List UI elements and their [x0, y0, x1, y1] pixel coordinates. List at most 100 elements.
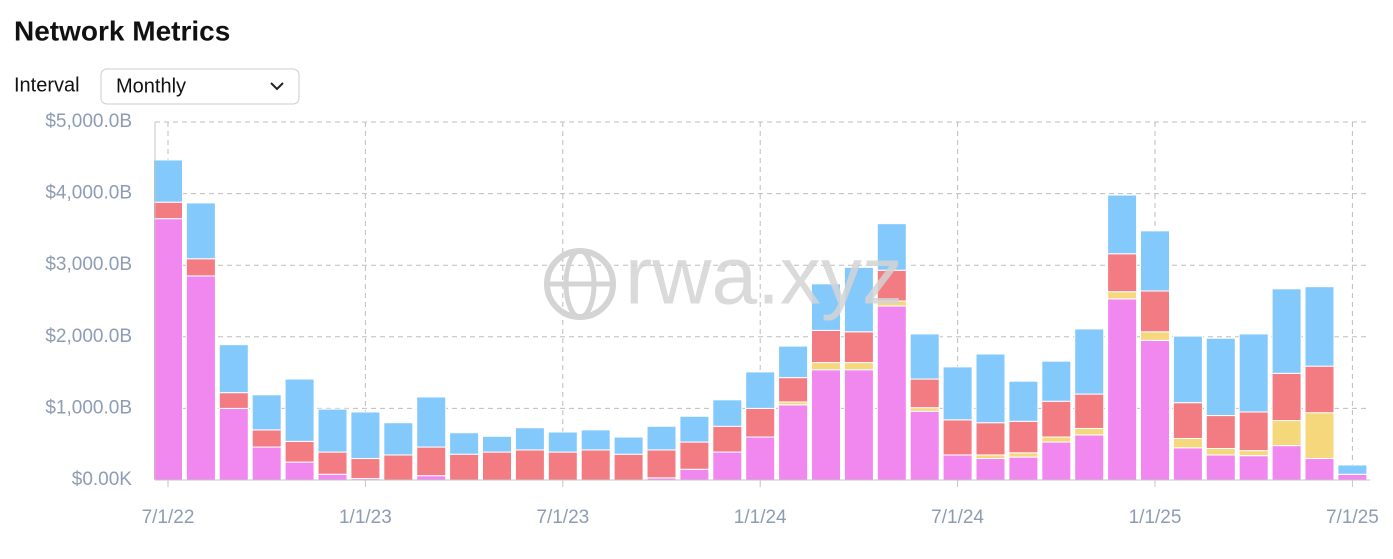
- bar-segment: [843, 266, 874, 333]
- bar-segment: [284, 378, 315, 442]
- bar-segment: [1172, 335, 1203, 404]
- bar-segment: [1041, 360, 1072, 402]
- bar-segment: [482, 451, 512, 481]
- x-tick-label: 1/1/25: [1129, 507, 1182, 528]
- bar-segment: [811, 362, 841, 371]
- bar-segment: [153, 159, 183, 203]
- select-box[interactable]: [100, 68, 300, 105]
- bar-segment: [350, 411, 381, 460]
- bar-segment: [942, 419, 973, 456]
- bar-segment: [185, 258, 216, 277]
- y-tick-label: $4,000.0B: [45, 183, 132, 204]
- bar-segment: [1271, 420, 1302, 447]
- bar-segment: [1140, 230, 1170, 292]
- bar-segment: [1238, 411, 1269, 452]
- bar-segment: [712, 451, 743, 481]
- bar-segment: [646, 449, 677, 479]
- bar-segment: [580, 449, 611, 481]
- bar-segment: [975, 353, 1006, 424]
- watermark: rwa.xyz: [544, 231, 903, 322]
- bar-segment: [1140, 290, 1170, 333]
- bar-segment: [843, 369, 874, 481]
- bar-segment: [745, 436, 776, 481]
- bar-segment: [251, 446, 282, 481]
- bar-segment: [416, 396, 447, 448]
- bar-segment: [909, 333, 940, 380]
- bar-segment: [449, 453, 480, 481]
- bar-segment: [482, 435, 512, 453]
- bar-segment: [1238, 450, 1269, 457]
- x-tick-label: 7/1/24: [931, 507, 984, 528]
- bar-segment: [843, 362, 874, 371]
- bar-segment: [975, 454, 1006, 460]
- x-tick-label: 7/1/25: [1326, 507, 1379, 528]
- bar-segment: [218, 392, 249, 409]
- bar-segment: [876, 305, 907, 481]
- bar-segment: [1074, 328, 1105, 395]
- y-tick-label: $0.00K: [72, 469, 133, 490]
- bar-segment: [185, 275, 216, 481]
- x-tick-label: 1/1/23: [339, 507, 392, 528]
- bar-segment: [843, 331, 874, 364]
- interval-label: Interval: [14, 74, 80, 96]
- interval-select[interactable]: Monthly: [100, 68, 300, 105]
- select-value[interactable]: Monthly: [116, 75, 186, 97]
- bar-segment: [942, 454, 973, 481]
- bar-segment: [1008, 452, 1039, 458]
- x-tick-label: 7/1/22: [142, 507, 195, 528]
- bar-segment: [811, 369, 841, 481]
- bar-segment: [317, 408, 348, 453]
- bar-segment: [613, 453, 644, 481]
- bar-segment: [383, 422, 414, 456]
- bar-segment: [1271, 445, 1302, 481]
- x-tick-label: 1/1/24: [734, 507, 787, 528]
- bar-segment: [745, 371, 776, 409]
- bar-segment: [942, 366, 973, 421]
- bar-segment: [1238, 333, 1269, 413]
- bar-segment: [317, 473, 348, 481]
- bar-segment: [1337, 464, 1368, 475]
- bar-segment: [1304, 286, 1335, 367]
- bar-segment: [1107, 194, 1138, 255]
- bar-segment: [1074, 427, 1105, 436]
- bar-segment: [1008, 456, 1039, 481]
- bar-segment: [778, 345, 809, 379]
- bar-segment: [1238, 455, 1269, 481]
- bar-segment: [975, 458, 1006, 481]
- bar-segment: [679, 441, 710, 470]
- bar-segment: [1271, 288, 1302, 374]
- bar-segment: [1205, 337, 1236, 417]
- bar-segment: [1172, 437, 1203, 449]
- bar-segment: [284, 440, 315, 463]
- bar-segment: [153, 201, 183, 220]
- bar-segment: [975, 422, 1006, 456]
- bar-segment: [1304, 412, 1335, 460]
- bar-segment: [811, 329, 841, 364]
- bar-segment: [449, 432, 480, 455]
- bar-segment: [909, 378, 940, 409]
- bar-segment: [284, 461, 315, 481]
- bar-segment: [317, 451, 348, 475]
- bar-segment: [1074, 434, 1105, 481]
- bar-segment: [185, 202, 216, 260]
- bar-segment: [646, 425, 677, 451]
- bar-segment: [1172, 402, 1203, 439]
- bar-segment: [778, 404, 809, 481]
- bar-segment: [547, 431, 578, 453]
- bar-segment: [712, 425, 743, 453]
- y-tick-label: $2,000.0B: [45, 326, 132, 347]
- bar-segment: [1140, 339, 1170, 481]
- bar-segment: [876, 223, 907, 271]
- bar-segment: [218, 407, 249, 481]
- chevron[interactable]: [270, 82, 284, 91]
- bar-segment: [679, 415, 710, 443]
- bar-segment: [1008, 420, 1039, 454]
- page-title: Network Metrics: [14, 15, 230, 46]
- bar-segment: [251, 394, 282, 431]
- bar-segment: [1304, 458, 1335, 481]
- bar-segment: [514, 427, 545, 451]
- bar-segment: [1008, 380, 1039, 422]
- watermark-text: rwa.xyz: [625, 231, 903, 322]
- bar-segment: [547, 451, 578, 481]
